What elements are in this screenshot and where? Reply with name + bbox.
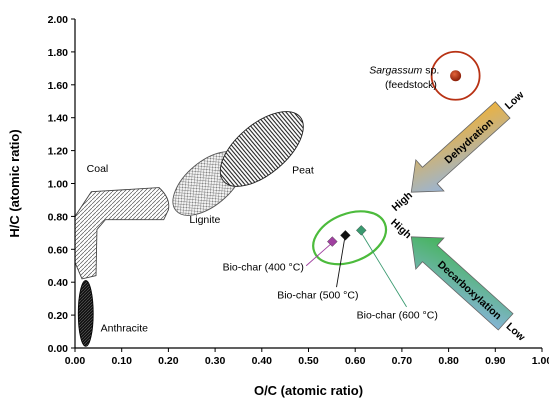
dehydration-label: Dehydration [442, 116, 496, 166]
anthracite-label: Anthracite [101, 323, 148, 335]
y-tick-label: 1.20 [48, 146, 69, 158]
feedstock-label: Sargassum sp. [369, 64, 439, 76]
decarboxylation-high-label: High [388, 217, 413, 242]
feedstock-label-italic: Sargassum [369, 64, 422, 76]
biochar-600-label: Bio-char (600 °C) [357, 309, 438, 321]
biochar-500-leader [336, 236, 346, 288]
y-axis-label: H/C (atomic ratio) [7, 129, 22, 237]
anthracite-region [77, 280, 94, 347]
feedstock-point [450, 70, 462, 82]
feedstock-label-line2: (feedstock) [385, 79, 437, 91]
lignite-label: Lignite [189, 214, 220, 226]
feedstock-group: Sargassum sp. (feedstock) [369, 50, 481, 101]
peat-label: Peat [292, 165, 314, 177]
dehydration-high-label: High [390, 189, 415, 214]
biochar-600-leader [360, 231, 407, 308]
x-tick-label: 0.40 [252, 355, 273, 367]
x-tick-label: 0.20 [158, 355, 179, 367]
y-tick-label: 0.40 [48, 277, 69, 289]
biochar-600-point [356, 225, 367, 236]
x-axis-label: O/C (atomic ratio) [254, 383, 363, 398]
x-tick-label: 0.70 [392, 355, 413, 367]
x-tick-label: 0.60 [345, 355, 366, 367]
biochar-500-label: Bio-char (500 °C) [277, 290, 358, 302]
x-tick-label: 0.80 [438, 355, 459, 367]
y-tick-label: 2.00 [48, 14, 69, 26]
biochar-group: Bio-char (400 °C) Bio-char (500 °C) Bio-… [223, 210, 438, 321]
fuel-regions [74, 111, 304, 347]
dehydration-low-label: Low [503, 89, 527, 113]
decarboxylation-arrow: Decarboxylation Low High [388, 217, 528, 344]
y-tick-label: 0.20 [48, 310, 69, 322]
feedstock-label-suffix: sp. [422, 64, 439, 76]
biochar-400-point [327, 236, 338, 247]
y-tick-label: 1.80 [48, 47, 69, 59]
x-tick-label: 0.10 [111, 355, 132, 367]
biochar-400-leader [305, 242, 333, 267]
axes: 0.00 0.10 0.20 0.30 0.40 0.50 0.60 0.70 0.80 0.90… [48, 14, 549, 367]
y-tick-label: 1.60 [48, 80, 69, 92]
biochar-ring [312, 210, 388, 266]
x-tick-label: 0.90 [485, 355, 506, 367]
y-tick-label: 0.80 [48, 211, 69, 223]
x-tick-label: 0.30 [205, 355, 226, 367]
y-axis-ticks: 0.00 0.20 0.40 0.60 0.80 1.00 1.20 1.40 1.60 1.80… [48, 14, 75, 355]
x-tick-label: 0.00 [65, 355, 86, 367]
decarboxylation-arrow-shape [410, 236, 514, 331]
coal-region [74, 187, 170, 280]
feedstock-ring [430, 50, 481, 101]
y-tick-label: 1.00 [48, 179, 69, 191]
decarboxylation-label: Decarboxylation [435, 259, 504, 323]
y-tick-label: 0.00 [48, 343, 69, 355]
peat-region [219, 111, 304, 187]
biochar-500-point [340, 230, 351, 241]
dehydration-arrow-shape [410, 101, 511, 193]
x-tick-label: 0.50 [298, 355, 319, 367]
y-tick-label: 1.40 [48, 113, 69, 125]
y-tick-label: 0.60 [48, 244, 69, 256]
x-axis-ticks: 0.00 0.10 0.20 0.30 0.40 0.50 0.60 0.70 0.80 0.90… [65, 348, 549, 367]
coal-label: Coal [87, 163, 109, 175]
biochar-400-label: Bio-char (400 °C) [223, 262, 304, 274]
decarboxylation-low-label: Low [504, 320, 528, 344]
x-tick-label: 1.00 [532, 355, 549, 367]
